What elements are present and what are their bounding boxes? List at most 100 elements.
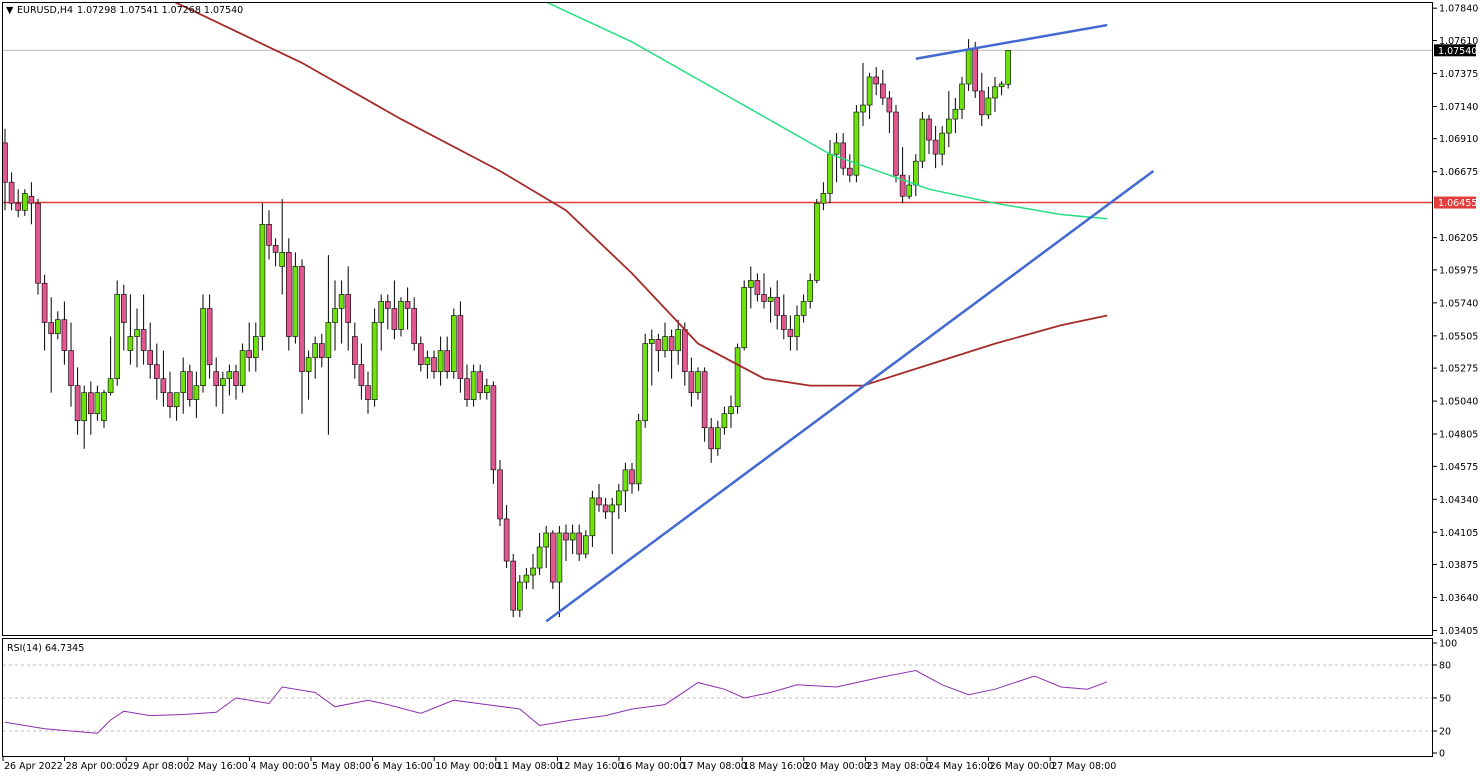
candle[interactable] (464, 364, 470, 407)
candle[interactable] (431, 350, 437, 379)
candle[interactable] (675, 319, 682, 365)
candle[interactable] (820, 182, 827, 211)
candle[interactable] (952, 98, 959, 134)
candle[interactable] (312, 336, 319, 379)
trendline[interactable] (545, 169, 1155, 623)
candle[interactable] (734, 343, 741, 414)
candle[interactable] (259, 203, 266, 351)
candle[interactable] (1005, 50, 1012, 89)
candle[interactable] (602, 497, 609, 519)
candle[interactable] (648, 329, 655, 386)
candle[interactable] (576, 524, 583, 562)
candle[interactable] (15, 189, 21, 218)
candle[interactable] (800, 294, 807, 323)
candle[interactable] (939, 126, 946, 166)
candle[interactable] (556, 525, 563, 618)
candle[interactable] (873, 67, 880, 96)
candle[interactable] (985, 86, 992, 120)
candle[interactable] (239, 343, 246, 393)
candle[interactable] (266, 210, 272, 260)
candle[interactable] (543, 525, 550, 569)
header-arrow-icon[interactable]: ▼ (6, 5, 14, 16)
candle[interactable] (477, 364, 484, 400)
candle[interactable] (701, 367, 708, 442)
candle[interactable] (932, 126, 939, 169)
candle[interactable] (695, 367, 701, 400)
candle[interactable] (879, 69, 886, 106)
candle[interactable] (926, 114, 932, 155)
candle[interactable] (490, 381, 497, 484)
candle[interactable] (68, 322, 74, 407)
candle[interactable] (708, 417, 715, 463)
candle[interactable] (721, 406, 728, 435)
candle[interactable] (61, 301, 68, 365)
candle[interactable] (655, 333, 662, 372)
candle[interactable] (147, 322, 153, 379)
candle[interactable] (160, 350, 167, 407)
candle[interactable] (893, 105, 899, 183)
candle[interactable] (154, 343, 160, 400)
candle[interactable] (629, 462, 635, 494)
fast-moving-average[interactable] (526, 0, 1108, 220)
candle[interactable] (127, 294, 134, 365)
candle[interactable] (945, 90, 952, 148)
candle[interactable] (761, 273, 767, 309)
candle[interactable] (807, 273, 814, 309)
candle[interactable] (272, 238, 279, 267)
candle[interactable] (94, 385, 101, 421)
candle[interactable] (596, 483, 602, 512)
candle[interactable] (582, 530, 589, 559)
candle[interactable] (424, 350, 431, 379)
candle[interactable] (213, 357, 219, 407)
candle[interactable] (41, 274, 48, 351)
candle[interactable] (972, 41, 979, 99)
candle[interactable] (741, 280, 748, 351)
candle[interactable] (48, 297, 55, 393)
candle[interactable] (906, 175, 913, 200)
candle[interactable] (853, 105, 860, 183)
candle[interactable] (992, 76, 998, 113)
candle[interactable] (840, 133, 847, 176)
candle[interactable] (622, 462, 629, 512)
candle[interactable] (688, 357, 695, 407)
candle[interactable] (365, 371, 371, 414)
candle[interactable] (536, 532, 543, 576)
candle[interactable] (279, 199, 286, 295)
candle[interactable] (134, 308, 140, 368)
candle[interactable] (754, 273, 761, 302)
candle[interactable] (794, 305, 800, 351)
candle[interactable] (860, 62, 866, 127)
candle[interactable] (325, 255, 332, 435)
candle[interactable] (246, 322, 252, 372)
candle[interactable] (919, 112, 926, 169)
candle[interactable] (299, 259, 305, 414)
candle[interactable] (305, 350, 312, 400)
candle[interactable] (450, 308, 457, 379)
candle[interactable] (233, 364, 239, 400)
candle[interactable] (635, 413, 642, 491)
candle[interactable] (378, 294, 385, 351)
candle[interactable] (470, 364, 477, 407)
candle[interactable] (107, 336, 114, 396)
candle[interactable] (866, 72, 873, 120)
candle[interactable] (332, 280, 338, 351)
candle[interactable] (530, 554, 536, 590)
candle[interactable] (503, 504, 510, 569)
candle[interactable] (523, 568, 530, 590)
candle[interactable] (457, 301, 464, 393)
candle[interactable] (318, 333, 325, 368)
candle[interactable] (787, 315, 794, 351)
candle[interactable] (549, 530, 556, 590)
candle[interactable] (253, 322, 259, 372)
candle[interactable] (101, 389, 107, 428)
candle[interactable] (292, 252, 299, 344)
candle[interactable] (510, 554, 517, 618)
candle[interactable] (391, 280, 398, 340)
candle[interactable] (398, 297, 404, 337)
rsi-line[interactable] (4, 669, 1108, 734)
candle[interactable] (28, 182, 35, 225)
candle[interactable] (609, 497, 616, 555)
candle[interactable] (714, 420, 721, 456)
candle[interactable] (978, 72, 985, 127)
